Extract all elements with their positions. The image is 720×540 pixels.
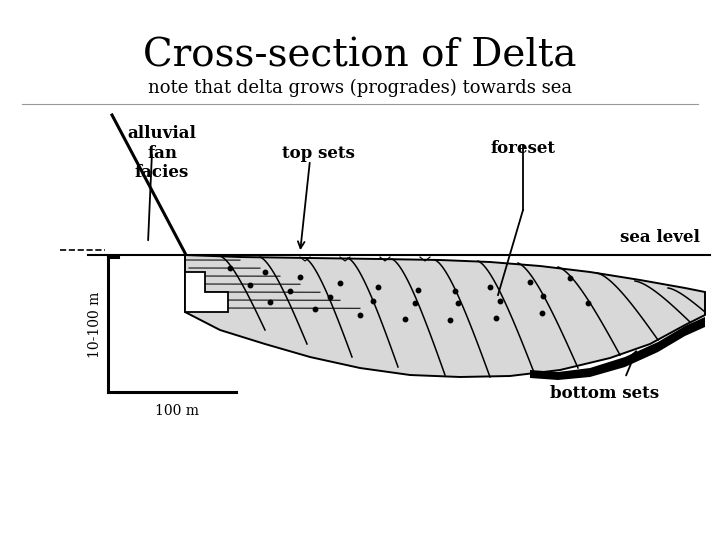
Text: sea level: sea level <box>620 228 700 246</box>
Text: bottom sets: bottom sets <box>550 385 660 402</box>
Polygon shape <box>530 317 705 380</box>
Text: 10-100 m: 10-100 m <box>88 291 102 357</box>
Polygon shape <box>185 254 228 312</box>
Text: foreset: foreset <box>490 140 556 157</box>
Polygon shape <box>185 255 705 377</box>
Text: Cross-section of Delta: Cross-section of Delta <box>143 38 577 75</box>
Text: alluvial
fan
facies: alluvial fan facies <box>127 125 197 181</box>
Text: note that delta grows (progrades) towards sea: note that delta grows (progrades) toward… <box>148 78 572 97</box>
Text: 100 m: 100 m <box>155 404 199 418</box>
Text: top sets: top sets <box>282 145 354 162</box>
